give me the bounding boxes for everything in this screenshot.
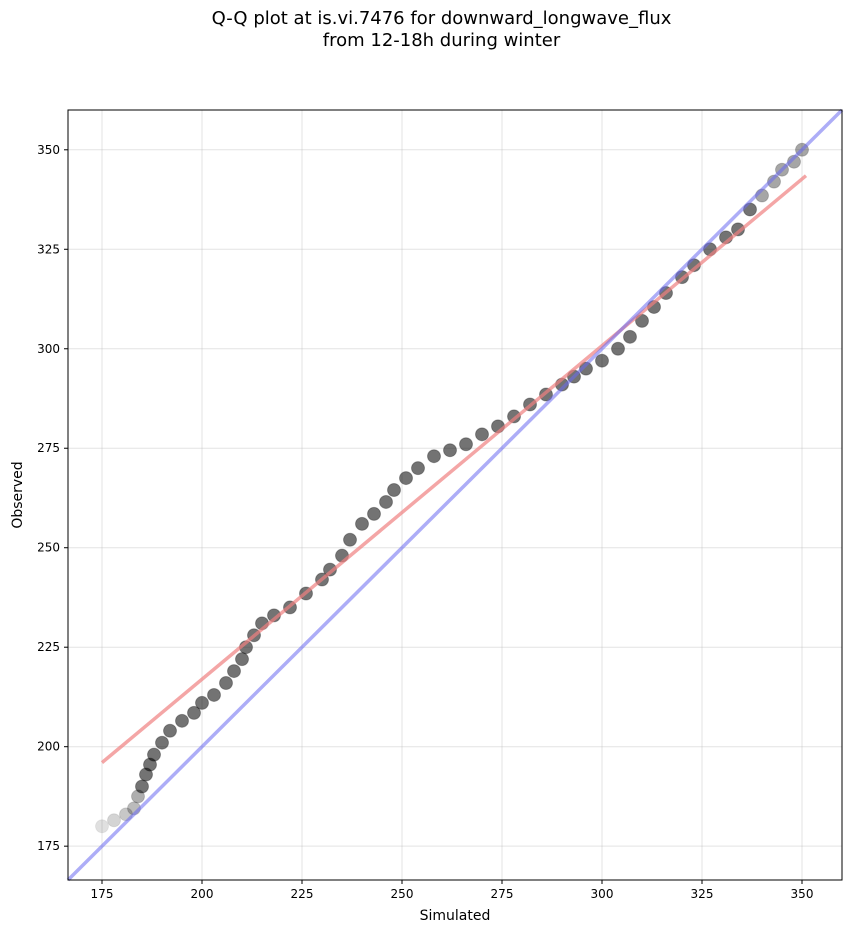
quantile-point — [95, 819, 109, 834]
quantile-point — [367, 506, 381, 521]
quantile-point — [459, 437, 473, 452]
quantile-point — [611, 341, 625, 356]
y-tick-label: 275 — [37, 441, 60, 455]
quantile-point — [195, 695, 209, 710]
quantile-point — [135, 779, 149, 794]
quantile-point — [147, 747, 161, 762]
quantile-point — [343, 532, 357, 547]
quantile-point — [767, 174, 781, 189]
quantile-point — [579, 361, 593, 376]
grid-lines — [68, 110, 842, 880]
y-tick-label: 200 — [37, 740, 60, 754]
quantile-point — [787, 154, 801, 169]
quantile-point — [323, 562, 337, 577]
quantile-point — [731, 222, 745, 237]
x-tick-label: 200 — [191, 887, 214, 901]
chart-title: Q-Q plot at is.vi.7476 for downward_long… — [0, 8, 851, 52]
quantile-point — [411, 461, 425, 476]
quantile-point — [235, 652, 249, 667]
y-tick-label: 350 — [37, 143, 60, 157]
fit-line — [100, 174, 808, 764]
quantile-point — [379, 494, 393, 509]
x-tick-label: 175 — [91, 887, 114, 901]
x-tick-label: 275 — [491, 887, 514, 901]
y-tick-label: 175 — [37, 839, 60, 853]
y-tick-label: 225 — [37, 640, 60, 654]
y-axis-label: Observed — [10, 461, 26, 528]
x-tick-label: 250 — [391, 887, 414, 901]
quantile-point — [475, 427, 489, 442]
quantile-point — [163, 723, 177, 738]
chart-title-line2: from 12-18h during winter — [322, 30, 561, 51]
quantile-point — [355, 516, 369, 531]
quantile-point — [427, 449, 441, 464]
y-tick-label: 250 — [37, 541, 60, 555]
y-tick-label: 300 — [37, 342, 60, 356]
quantile-point — [107, 813, 121, 828]
quantile-point — [623, 329, 637, 344]
x-axis-label: Simulated — [420, 908, 491, 924]
y-tick-label: 325 — [37, 242, 60, 256]
quantile-point — [207, 687, 221, 702]
quantile-point — [175, 713, 189, 728]
quantile-point — [155, 735, 169, 750]
quantile-point — [387, 483, 401, 498]
reference-lines — [66, 108, 844, 882]
chart-title-line1: Q-Q plot at is.vi.7476 for downward_long… — [211, 8, 672, 29]
axis-ticks: 175 200 225 250 275 300 325 350 175 200 225 250 275 3… — [37, 143, 813, 901]
x-tick-label: 300 — [591, 887, 614, 901]
x-tick-label: 350 — [791, 887, 814, 901]
x-tick-label: 325 — [691, 887, 714, 901]
quantile-point — [399, 471, 413, 486]
quantile-point — [187, 705, 201, 720]
one-to-one-line — [66, 108, 844, 882]
quantile-point — [219, 676, 233, 691]
quantile-point — [595, 353, 609, 368]
quantile-point — [443, 443, 457, 458]
plot-frame — [67, 109, 843, 881]
x-tick-label: 225 — [291, 887, 314, 901]
quantile-point — [227, 664, 241, 679]
